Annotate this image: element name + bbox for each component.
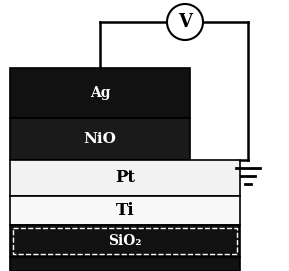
Bar bbox=[10, 118, 190, 160]
Text: Ti: Ti bbox=[116, 202, 134, 219]
Bar bbox=[10, 68, 190, 118]
Bar bbox=[10, 160, 240, 196]
Bar bbox=[10, 225, 240, 257]
Bar bbox=[10, 196, 240, 225]
Text: SiO₂: SiO₂ bbox=[108, 234, 142, 248]
Text: Ag: Ag bbox=[90, 86, 110, 100]
Bar bbox=[13, 228, 237, 254]
Bar bbox=[10, 257, 240, 271]
Text: NiO: NiO bbox=[84, 132, 116, 146]
Circle shape bbox=[167, 4, 203, 40]
Text: Pt: Pt bbox=[115, 169, 135, 186]
Text: V: V bbox=[178, 13, 192, 31]
